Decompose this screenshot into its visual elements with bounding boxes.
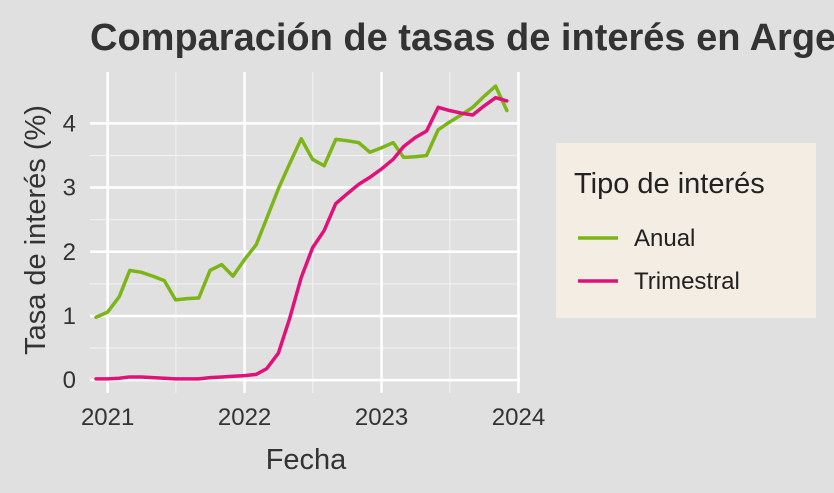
y-tick-label: 2: [63, 239, 76, 266]
x-axis-title: Fecha: [266, 444, 347, 476]
series-line-anual: [94, 84, 509, 319]
y-tick-label: 0: [63, 367, 76, 394]
x-tick-label: 2022: [218, 404, 271, 431]
y-tick-label: 4: [63, 110, 76, 137]
x-tick-label: 2021: [81, 404, 134, 431]
y-axis-title: Tasa de interés (%): [20, 105, 52, 355]
y-tick-label: 1: [63, 303, 76, 330]
legend-label-trimestral: Trimestral: [634, 268, 740, 295]
legend-title: Tipo de interés: [574, 168, 765, 200]
y-tick-label: 3: [63, 175, 76, 202]
legend-label-anual: Anual: [634, 225, 695, 252]
legend: Tipo de interés Anual Trimestral: [556, 143, 816, 318]
legend-background: [556, 143, 816, 318]
x-tick-label: 2023: [355, 404, 408, 431]
plot-area: 0 1 2 3 4 2021 2022 2023 2024: [63, 72, 545, 431]
x-tick-label: 2024: [492, 404, 545, 431]
series-line-trimestral: [94, 95, 509, 381]
chart-title: Comparación de tasas de interés en Argen…: [90, 17, 834, 59]
